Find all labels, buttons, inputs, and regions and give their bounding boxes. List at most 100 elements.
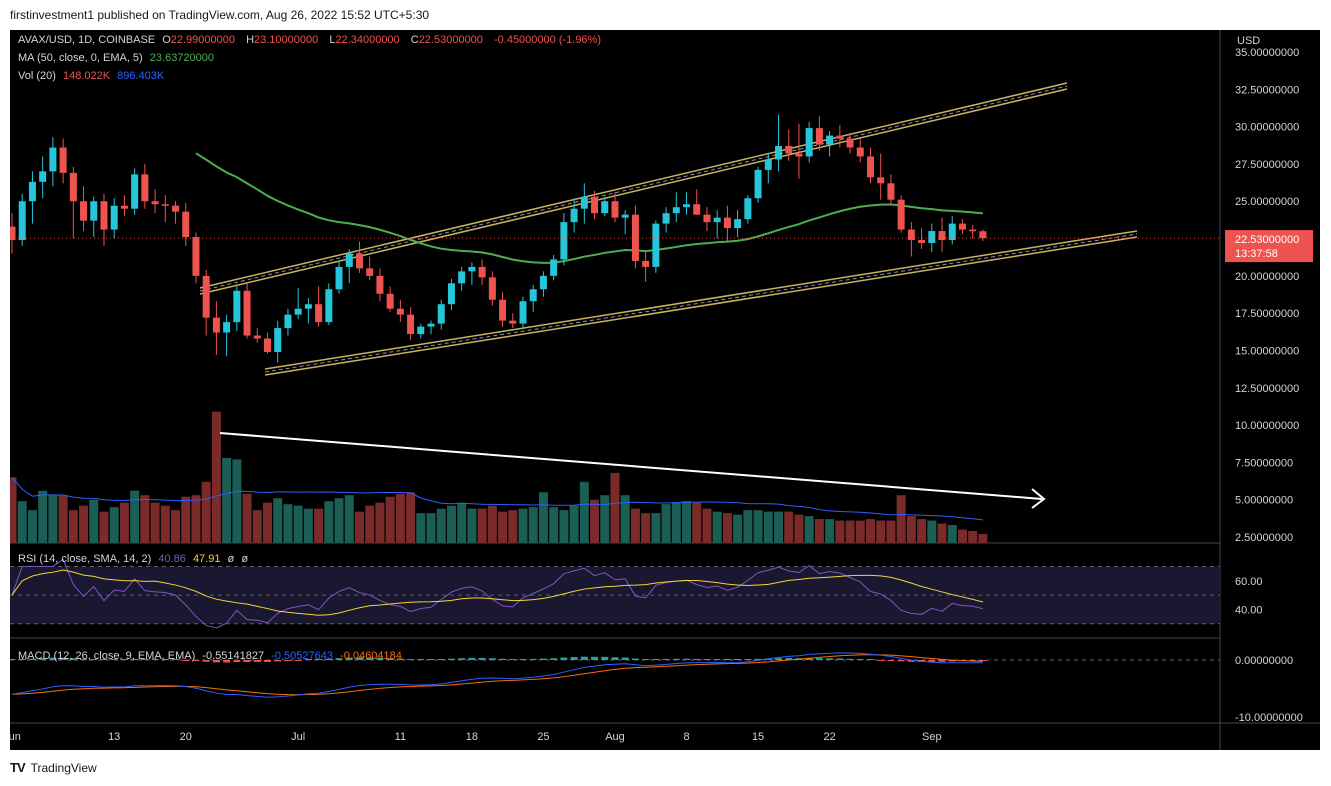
volume-bar [211, 411, 221, 543]
macd-histogram-bar [662, 658, 670, 660]
candle-body [161, 204, 169, 206]
macd-histogram-bar [560, 657, 568, 660]
time-axis-label: 11 [395, 731, 406, 743]
candle-body [723, 217, 731, 229]
candle-body [151, 201, 159, 205]
volume-bar [692, 502, 702, 543]
candle-body [223, 322, 231, 333]
macd-histogram-bar [28, 658, 36, 660]
time-axis-label: 15 [752, 731, 764, 743]
volume-bar [845, 520, 855, 543]
volume-ma-line [11, 476, 983, 521]
candle-body [39, 171, 47, 182]
rsi-ma-line [11, 569, 984, 616]
volume-bar [722, 513, 732, 543]
macd-histogram-bar [315, 659, 323, 660]
volume-bar [160, 505, 170, 543]
macd-histogram-bar [938, 660, 946, 662]
volume-bar [395, 493, 405, 543]
volume-bar [130, 490, 140, 543]
price-tick-label: 20.00000000 [1235, 271, 1299, 283]
macd-histogram-bar [151, 659, 159, 660]
candle-body [468, 266, 476, 272]
macd-histogram-bar [345, 657, 353, 660]
chart-frame[interactable]: USD 35.00000000 32.50000000 30.00000000 27.5… [3, 30, 1320, 750]
volume-bar [201, 481, 211, 543]
volume-bar [222, 457, 232, 543]
candle-body [836, 135, 844, 139]
lower-channel-inner [264, 236, 1138, 376]
footer-brand[interactable]: TV TradingView [10, 760, 97, 775]
volume-bar [365, 505, 375, 543]
volume-bar [886, 520, 896, 543]
candle-body [304, 304, 312, 309]
macd-histogram-bar [744, 659, 752, 660]
candle-body [570, 208, 578, 223]
macd-value: -0.55141827 [202, 650, 265, 662]
volume-bar [794, 514, 804, 543]
candle-body [355, 253, 363, 269]
volume-bar [978, 534, 988, 543]
volume-bar [712, 511, 722, 543]
upper-channel-mid [199, 85, 1068, 292]
volume-bar [610, 472, 620, 543]
price-tick-label: 25.00000000 [1235, 196, 1299, 208]
volume-bar [518, 508, 528, 543]
rsi-band [10, 566, 1220, 624]
macd-histogram-bar [672, 658, 680, 660]
time-axis-label: 25 [537, 731, 549, 743]
volume-bar [804, 516, 814, 543]
macd-histogram-bar [928, 660, 936, 662]
candle-body [703, 214, 711, 223]
macd-histogram-bar [304, 659, 312, 660]
publish-header: firstinvestment1 published on TradingVie… [10, 8, 430, 22]
volume-bar [579, 481, 589, 543]
macd-histogram-bar [396, 658, 404, 660]
arrow-head-icon [1031, 488, 1046, 509]
macd-histogram-bar [212, 660, 220, 663]
candle-body [754, 169, 762, 199]
candle-body [550, 259, 558, 276]
candle-body [264, 338, 271, 352]
macd-histogram-bar [979, 660, 987, 661]
macd-histogram-bar [734, 659, 742, 660]
volume-bar [620, 495, 630, 543]
volume-bar [569, 505, 579, 543]
macd-histogram-bar [723, 659, 731, 660]
volume-bar [27, 510, 37, 543]
macd-histogram-bar [826, 658, 834, 660]
close-value: 22.53000000 [418, 34, 483, 46]
vol-ma-value: 896.403K [117, 70, 165, 82]
candle-body [80, 201, 88, 221]
macd-histogram-bar [131, 659, 139, 660]
vol-legend: Vol (20) 148.022K 896.403K [18, 70, 168, 82]
volume-bar [774, 511, 783, 543]
volume-bar [896, 495, 906, 543]
volume-bar [79, 505, 89, 543]
rsi-line [11, 558, 984, 629]
macd-histogram-bar [376, 657, 384, 660]
candle-body [376, 275, 384, 294]
macd-histogram-bar [427, 659, 435, 660]
candle-body [958, 223, 966, 230]
last-price-value: 22.53000000 [1235, 234, 1299, 246]
macd-histogram-bar [897, 660, 905, 662]
rsi-label: RSI (14, close, SMA, 14, 2) [18, 553, 152, 565]
candle-body [621, 214, 629, 218]
candle-body [713, 217, 721, 223]
vol-label: Vol (20) [18, 70, 56, 82]
volume-bar [538, 492, 548, 543]
candle-body [866, 156, 874, 178]
vol-value: 148.022K [62, 70, 111, 82]
high-label: H [246, 34, 255, 46]
candle-body [396, 308, 404, 315]
last-price-tag [1225, 230, 1313, 263]
volume-bar [38, 490, 48, 543]
macd-histogram-bar [948, 660, 956, 662]
candle-body [652, 223, 660, 267]
volume-bar [354, 511, 364, 543]
volume-bar [682, 501, 692, 543]
candle-body [284, 314, 292, 329]
rsi-legend: RSI (14, close, SMA, 14, 2) 40.86 47.91 … [18, 553, 252, 565]
